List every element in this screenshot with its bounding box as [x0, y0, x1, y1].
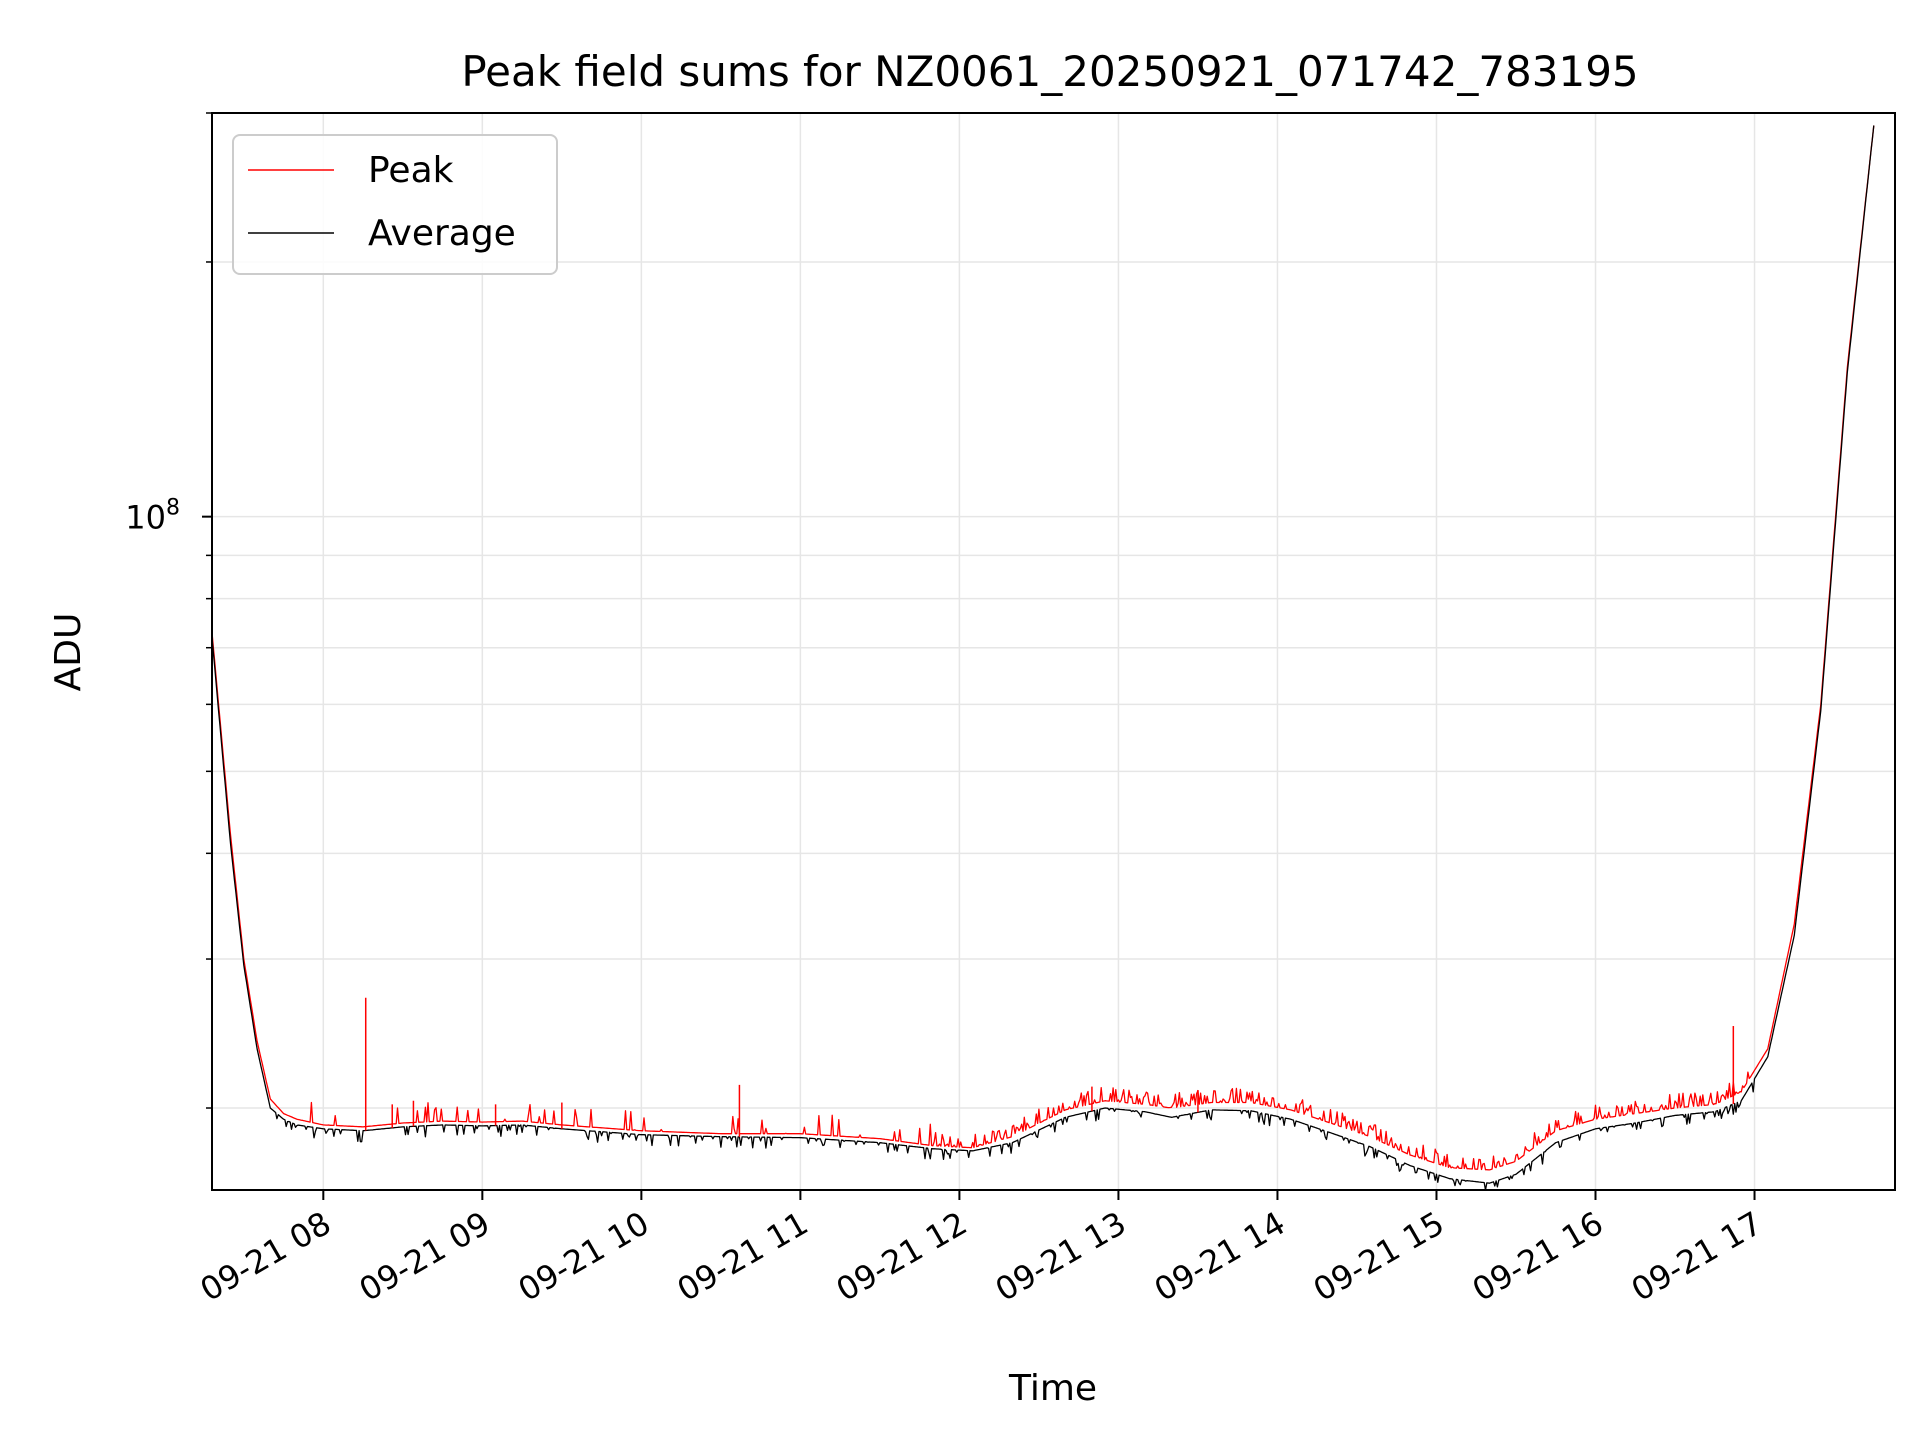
series-line-peak — [212, 125, 1875, 1171]
series-layer — [212, 125, 1875, 1190]
y-tick-label-base: 10 — [125, 499, 166, 537]
legend-label-peak: Peak — [368, 150, 454, 191]
y-axis-label: ADU — [48, 613, 89, 692]
x-axis-label: Time — [1008, 1368, 1097, 1409]
legend-label-average: Average — [368, 213, 516, 254]
y-ticks: 108 — [125, 112, 212, 1109]
y-tick-label-exponent: 8 — [166, 496, 180, 521]
y-tick-label: 108 — [125, 496, 180, 537]
legend: Peak Average — [232, 134, 558, 275]
series-line-average — [212, 125, 1875, 1190]
chart-title: Peak field sums for NZ0061_20250921_0717… — [461, 47, 1638, 96]
plot-frame — [211, 112, 1896, 1191]
